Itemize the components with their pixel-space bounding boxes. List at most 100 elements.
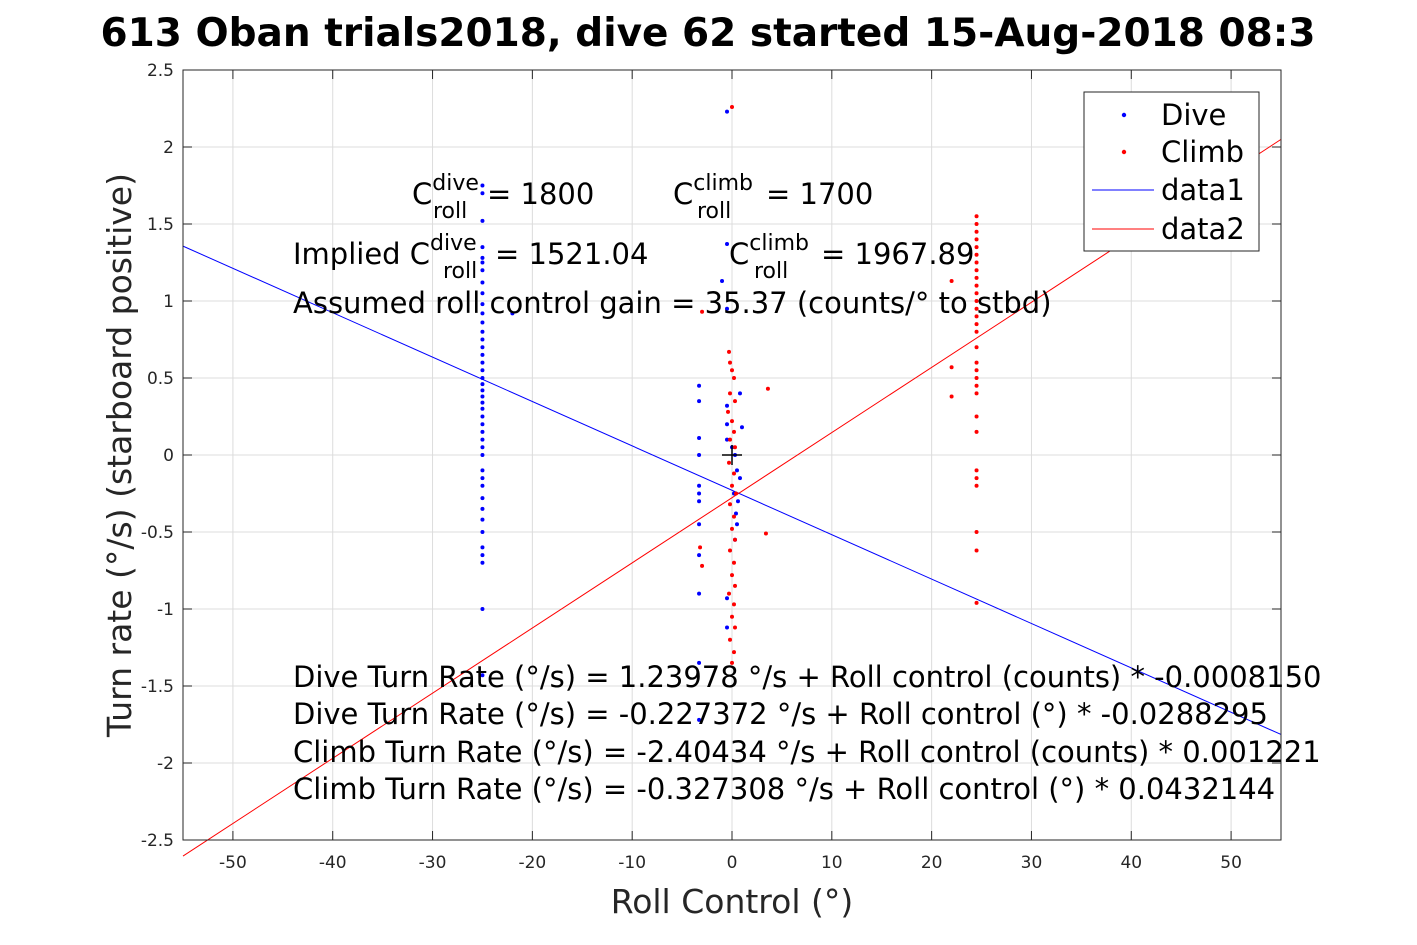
climb-point [974,530,979,534]
climb-point [974,229,979,234]
climb-point [974,429,979,434]
origin-marker [722,445,742,465]
implied-dive-label: Implied Cdive [293,231,477,271]
climb-point [727,591,732,596]
climb-point [974,483,979,488]
dive-point [480,183,485,188]
legend-dive-label: Dive [1161,98,1226,132]
climb-point [974,237,979,242]
climb-point [974,260,979,265]
y-tick-label: 0 [163,446,174,466]
climb-point [949,394,954,399]
dive-point [480,388,485,393]
climb-point [731,514,736,519]
x-tick-label: -40 [319,853,347,873]
dive-point [697,591,702,596]
climb-point [730,483,734,488]
dive-point [697,453,702,457]
dive-point [480,429,485,434]
dive-point [739,425,744,430]
implied-dive-sub: roll [443,259,477,284]
dive-point [480,268,485,273]
dive-point [480,560,485,565]
dive-point [737,476,742,481]
dive-point [734,468,739,473]
x-tick-label: 0 [727,853,738,873]
climb-point [974,268,979,273]
dive-point [725,109,730,114]
c-roll-dive-base: C [412,177,432,211]
climb-point [949,278,954,283]
dive-point [480,553,485,558]
dive-point [725,306,730,311]
climb-point [730,368,734,373]
fit-line-data1 [182,245,1282,735]
dive-point [697,553,702,558]
c-roll-climb-value: = 1700 [766,177,873,211]
climb-point [974,600,979,605]
implied-climb-label: Cclimb [729,231,809,271]
dive-point [480,280,485,285]
climb-point [974,306,979,311]
climb-point [727,460,732,465]
climb-point [974,376,979,380]
climb-point [974,291,979,296]
dive-point [697,499,702,504]
y-tick-label: 1.5 [147,215,174,235]
dive-point [480,320,485,325]
dive-point [480,311,485,316]
dive-point [480,245,485,250]
dive-point [480,291,485,296]
dive-point [480,506,485,511]
climb-point [974,383,979,388]
climb-point [974,283,979,288]
dive-point [480,400,485,405]
dive-point [480,673,485,678]
dive-point [480,191,485,196]
c-roll-dive-sub: roll [433,199,467,224]
climb-point [731,471,736,476]
x-tick-label: 30 [1021,853,1043,873]
climb-point [731,650,736,655]
y-tick-label: 2 [163,138,174,158]
dive-point [725,596,730,601]
climb-point [974,360,979,365]
climb-point [728,502,733,507]
dive-point [480,445,485,450]
dive-point [697,436,702,441]
climb-point [728,637,733,642]
climb-point [974,345,979,350]
dive-point [733,511,738,516]
annotations: Cdive roll = 1800 Cclimb roll = 1700 Imp… [293,171,1321,806]
climb-point [732,625,737,630]
dive-point [480,302,485,307]
y-tick-label: -1 [157,600,174,620]
climb-point [731,376,736,380]
climb-point [728,360,733,365]
climb-point [974,245,979,250]
legend-data2-label: data2 [1161,212,1245,246]
dive-point [480,360,485,365]
y-tick-label: -2 [157,754,174,774]
climb-point [700,563,705,568]
implied-prefix: Implied C [293,237,430,271]
dive-point [480,255,485,260]
c-roll-dive-label: Cdive [412,171,479,211]
climb-point [731,429,736,434]
dive-point [725,403,730,408]
climb-point [974,368,979,373]
climb-point [974,299,979,303]
legend-climb-label: Climb [1161,135,1244,169]
legend: Dive Climb data1 data2 [1083,91,1260,252]
x-tick-label: -50 [219,853,247,873]
climb-point [974,275,979,280]
climb-point [731,560,736,565]
dive-point [697,483,702,488]
climb-point [732,583,737,588]
ticks: -50 -40 -30 -20 -10 0 10 20 30 40 50-2.5-2-1.5-1-0… [141,61,1281,873]
x-tick-label: 20 [921,853,943,873]
dive-point [480,483,485,488]
dive-point [480,218,485,223]
climb-point [732,445,737,450]
climb-point [727,349,732,354]
